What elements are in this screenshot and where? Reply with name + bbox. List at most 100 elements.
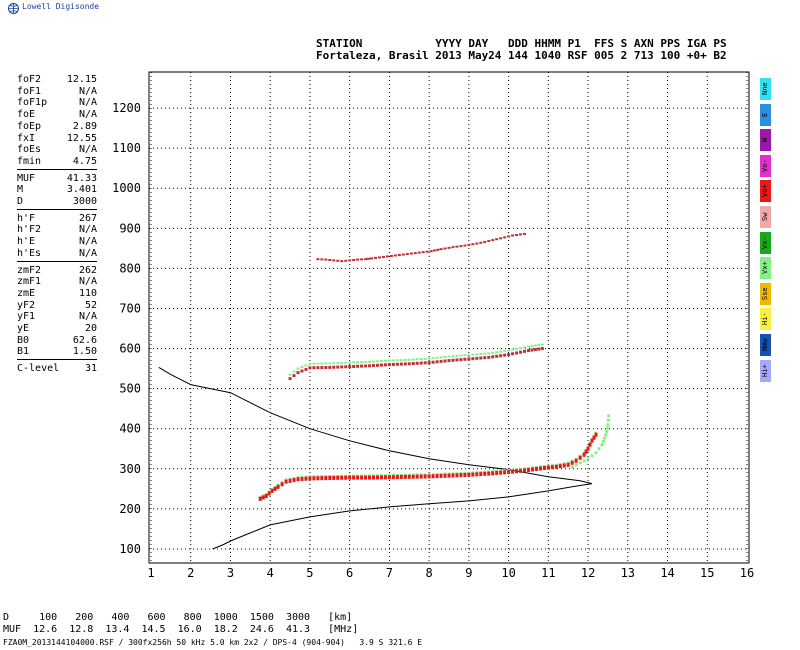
echo-point bbox=[475, 472, 479, 477]
param-value: 62.6 bbox=[72, 334, 97, 346]
echo-point bbox=[417, 251, 421, 254]
echo-point bbox=[399, 362, 403, 366]
echo-point bbox=[455, 473, 459, 478]
echo-point bbox=[455, 358, 459, 362]
echo-point bbox=[332, 365, 336, 369]
param-label: D bbox=[17, 196, 24, 207]
echo-point bbox=[443, 473, 447, 478]
param-separator bbox=[17, 168, 97, 170]
echo-point bbox=[607, 414, 611, 418]
x-tick-label: 4 bbox=[267, 566, 274, 580]
echo-point bbox=[537, 344, 541, 347]
echo-point bbox=[423, 361, 427, 365]
echo-point bbox=[375, 475, 379, 480]
echo-point bbox=[590, 438, 594, 443]
echo-point bbox=[320, 362, 324, 365]
echo-point bbox=[479, 241, 483, 244]
echo-point bbox=[605, 426, 609, 430]
echo-point bbox=[292, 370, 296, 373]
echo-point bbox=[383, 475, 387, 480]
echo-point bbox=[415, 358, 419, 361]
echo-point bbox=[324, 258, 328, 261]
x-tick-label: 10 bbox=[501, 566, 515, 580]
param-label: h'F bbox=[17, 212, 36, 224]
echo-point bbox=[379, 363, 383, 367]
legend-vx-: Vx- bbox=[760, 231, 771, 254]
echo-point bbox=[312, 362, 316, 365]
echo-point bbox=[308, 366, 312, 370]
param-label: foF1p bbox=[17, 97, 48, 109]
echo-point bbox=[360, 258, 364, 261]
echo-point bbox=[436, 248, 440, 251]
echo-point bbox=[459, 245, 463, 248]
echo-point bbox=[356, 475, 360, 480]
echo-point bbox=[379, 360, 383, 363]
param-c-level: C-level 31 bbox=[17, 362, 97, 375]
echo-point bbox=[586, 457, 590, 461]
echo-point bbox=[487, 352, 491, 355]
param-muf: MUF 41.33 bbox=[17, 172, 97, 185]
echo-point bbox=[367, 257, 371, 260]
echo-point bbox=[530, 467, 534, 472]
y-tick-label: 900 bbox=[119, 221, 141, 235]
param-label: foEp bbox=[17, 120, 42, 132]
param-value: N/A bbox=[78, 276, 97, 288]
echo-point bbox=[483, 352, 487, 355]
echo-point bbox=[463, 472, 467, 477]
param-fmin: fmin 4.75 bbox=[17, 155, 97, 168]
echo-point bbox=[304, 367, 308, 371]
echo-point bbox=[530, 345, 534, 348]
param-h-f: h'F 267 bbox=[17, 212, 97, 225]
param-foe: foE N/A bbox=[17, 108, 97, 121]
echo-point bbox=[383, 363, 387, 367]
header-line-values: Fortaleza, Brasil 2013 May24 144 1040 RS… bbox=[316, 49, 727, 62]
echo-point bbox=[336, 362, 340, 365]
echo-point bbox=[336, 475, 340, 480]
param-label: foEs bbox=[17, 144, 42, 156]
echo-point bbox=[597, 447, 601, 451]
echo-point bbox=[348, 361, 352, 364]
echo-point bbox=[475, 353, 479, 356]
param-value: 3.401 bbox=[66, 184, 97, 196]
echo-point bbox=[479, 356, 483, 360]
echo-point bbox=[324, 362, 328, 365]
echo-point bbox=[324, 365, 328, 369]
echo-point bbox=[288, 373, 292, 376]
param-label: foF2 bbox=[17, 74, 42, 85]
echo-point bbox=[368, 475, 372, 480]
y-tick-label: 200 bbox=[119, 502, 141, 516]
echo-point bbox=[352, 258, 356, 261]
x-tick-label: 14 bbox=[660, 566, 674, 580]
echo-point bbox=[344, 475, 348, 480]
echo-point bbox=[540, 347, 544, 351]
param-ye: yE 20 bbox=[17, 322, 97, 335]
echo-point bbox=[554, 464, 558, 469]
echo-point bbox=[387, 359, 391, 362]
echo-point bbox=[296, 371, 300, 375]
echo-point bbox=[499, 470, 503, 475]
echo-point bbox=[467, 353, 471, 356]
echo-point bbox=[584, 449, 588, 454]
param-value: N/A bbox=[78, 144, 97, 156]
echo-point bbox=[389, 254, 393, 257]
echo-point bbox=[447, 246, 451, 249]
echo-point bbox=[570, 465, 574, 469]
echo-point bbox=[292, 478, 296, 483]
echo-point bbox=[411, 474, 415, 479]
echo-point bbox=[415, 474, 419, 479]
echo-point bbox=[364, 364, 368, 368]
param-label: C-level bbox=[17, 363, 60, 375]
y-tick-label: 1200 bbox=[112, 101, 141, 115]
legend-vx-: Vx+ bbox=[760, 257, 771, 280]
x-tick-label: 9 bbox=[465, 566, 472, 580]
echo-point bbox=[403, 474, 407, 479]
param-label: zmF2 bbox=[17, 264, 42, 276]
header-line-labels: STATION YYYY DAY DDD HHMM P1 FFS S AXN P… bbox=[316, 37, 727, 50]
echo-point bbox=[601, 439, 605, 443]
echo-point bbox=[499, 354, 503, 358]
echo-point bbox=[288, 478, 292, 483]
echo-point bbox=[451, 355, 455, 358]
echo-point bbox=[459, 473, 463, 478]
echo-point bbox=[533, 344, 537, 347]
echo-point bbox=[515, 469, 519, 474]
